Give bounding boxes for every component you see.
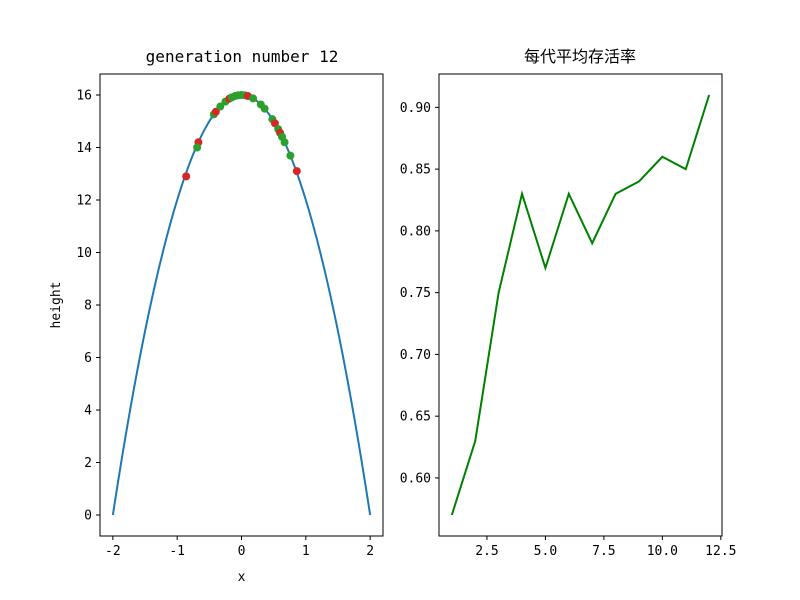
- chart-left-ytick-label: 12: [76, 194, 92, 209]
- chart-right-xtick-label: 10.0: [647, 544, 678, 559]
- chart-right-ytick-label: 0.65: [400, 410, 431, 425]
- scatter-point: [292, 167, 301, 176]
- chart-left-xtick-label: 2: [366, 544, 374, 559]
- chart-right-ytick-label: 0.85: [400, 163, 431, 178]
- chart-right-xtick-label: 2.5: [475, 544, 498, 559]
- chart-right-ytick-label: 0.75: [400, 286, 431, 301]
- chart-left-ylabel: height: [49, 282, 64, 329]
- chart-left-ytick-label: 14: [76, 141, 92, 156]
- scatter-point: [211, 107, 220, 116]
- chart-right-title: 每代平均存活率: [524, 47, 636, 66]
- chart-left-ytick-label: 6: [84, 351, 92, 366]
- scatter-point: [286, 151, 295, 160]
- survival-rate-line: [450, 94, 711, 516]
- chart-left-xtick-label: -1: [169, 544, 185, 559]
- scatter-point: [216, 102, 225, 111]
- chart-right-ytick-label: 0.70: [400, 348, 431, 363]
- scatter-point: [249, 94, 258, 103]
- chart-right-ytick-label: 0.60: [400, 471, 431, 486]
- chart-right-marks: [450, 94, 711, 516]
- chart-left-xtick-label: 1: [302, 544, 310, 559]
- chart-left-marks: [111, 91, 372, 516]
- chart-right-ytick-label: 0.80: [400, 224, 431, 239]
- chart-right-ticks: 2.5 5.0 7.5 10.0 12.5 0.60 0.65 0.70 0.75 0.80 0.8…: [400, 101, 737, 559]
- chart-right-frame: [438, 73, 723, 537]
- chart-left-xtick-label: -2: [105, 544, 121, 559]
- chart-left-ytick-label: 10: [76, 246, 92, 261]
- chart-right-xtick-label: 5.0: [534, 544, 557, 559]
- chart-right-xtick-label: 7.5: [592, 544, 615, 559]
- chart-left: generation number 12 -2 -1 0 1 2024681012141…: [49, 47, 384, 585]
- chart-left-xlabel: x: [238, 570, 246, 585]
- chart-left-ytick-label: 16: [76, 89, 92, 104]
- scatter-point: [182, 172, 191, 181]
- chart-left-xtick-label: 0: [238, 544, 246, 559]
- chart-right: 每代平均存活率 2.5 5.0 7.5 10.0 12.5 0.60 0.65 0.70 0.7…: [400, 47, 737, 559]
- chart-left-ytick-label: 2: [84, 456, 92, 471]
- scatter-point: [280, 138, 289, 147]
- chart-left-ytick-label: 4: [84, 404, 92, 419]
- scatter-point: [193, 143, 202, 152]
- chart-left-title: generation number 12: [146, 47, 339, 66]
- chart-right-ytick-label: 0.90: [400, 101, 431, 116]
- scatter-point: [260, 104, 269, 113]
- chart-left-ytick-label: 0: [84, 509, 92, 524]
- chart-right-xtick-label: 12.5: [705, 544, 736, 559]
- chart-left-ytick-label: 8: [84, 299, 92, 314]
